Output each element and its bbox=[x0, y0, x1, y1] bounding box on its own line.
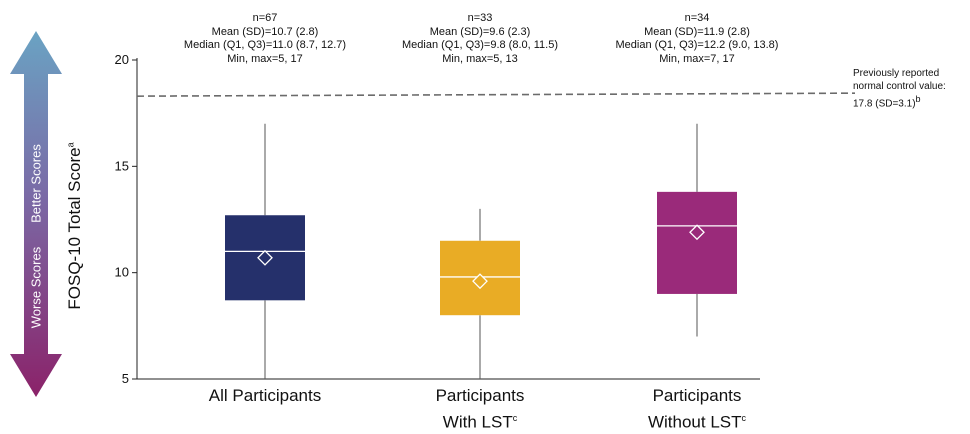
category-label-without-lst: Participants Without LSTc bbox=[647, 386, 747, 432]
mean-marker bbox=[472, 273, 488, 290]
category-label-all-participants: All Participants bbox=[208, 386, 322, 405]
y-tick-label: 5 bbox=[122, 371, 129, 386]
worse-scores-label: Worse Scores bbox=[28, 246, 44, 329]
annotation-with-lst: n=33 Mean (SD)=9.6 (2.3) Median (Q1, Q3)… bbox=[401, 12, 558, 65]
reference-line-label: Previously reported normal control value… bbox=[853, 68, 946, 110]
reference-line bbox=[136, 92, 856, 97]
score-direction-arrow bbox=[10, 31, 62, 397]
annotation-without-lst: n=34 Mean (SD)=11.9 (2.8) Median (Q1, Q3… bbox=[615, 12, 779, 65]
mean-marker bbox=[257, 249, 273, 266]
y-tick-label: 10 bbox=[115, 265, 129, 280]
y-axis-title: FOSQ-10 Total Scorea bbox=[65, 142, 84, 310]
box-iqr bbox=[657, 191, 737, 294]
mean-marker bbox=[689, 224, 705, 241]
y-tick-label: 20 bbox=[115, 52, 129, 67]
y-tick-label: 15 bbox=[115, 158, 129, 173]
annotation-all-participants: n=67 Mean (SD)=10.7 (2.8) Median (Q1, Q3… bbox=[183, 12, 347, 65]
category-label-with-lst: Participants With LSTc bbox=[435, 386, 525, 432]
